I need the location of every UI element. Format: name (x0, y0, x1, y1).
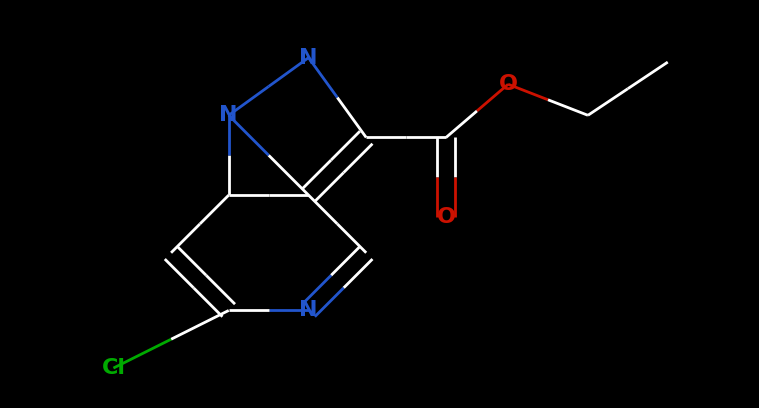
Text: O: O (436, 207, 455, 227)
Text: N: N (299, 48, 318, 68)
Text: O: O (499, 74, 518, 94)
Text: N: N (299, 300, 318, 320)
Text: N: N (219, 105, 238, 125)
Text: Cl: Cl (102, 358, 125, 378)
